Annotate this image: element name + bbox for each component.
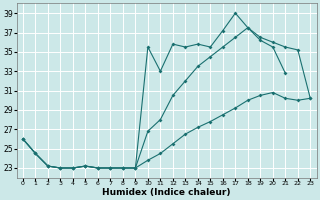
X-axis label: Humidex (Indice chaleur): Humidex (Indice chaleur): [102, 188, 231, 197]
